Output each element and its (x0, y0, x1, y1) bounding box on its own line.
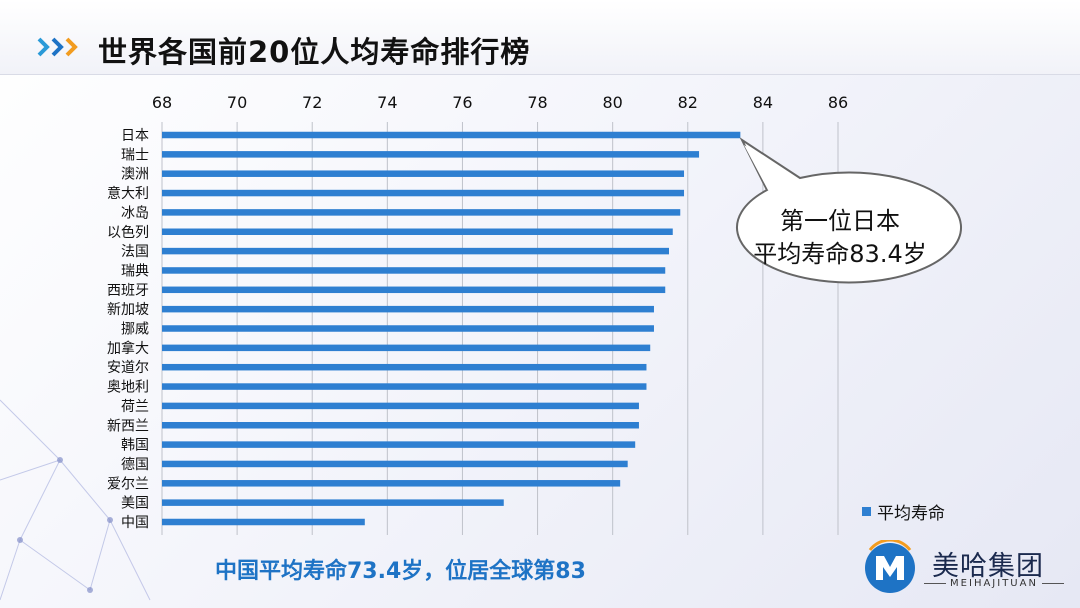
category-label: 澳洲 (121, 167, 149, 183)
x-tick-label: 68 (152, 93, 172, 112)
bar (162, 247, 669, 255)
category-label: 奥地利 (107, 379, 149, 396)
bar (162, 189, 685, 197)
x-tick-label: 72 (302, 93, 322, 112)
category-label: 意大利 (107, 185, 149, 202)
category-label: 中国 (121, 515, 149, 531)
bar (162, 151, 700, 158)
brand-name-cn: 美哈集团 (932, 551, 1044, 582)
bar (162, 422, 639, 429)
legend-swatch (862, 507, 871, 516)
x-tick-label: 80 (602, 93, 622, 112)
page-title: 世界各国前20位人均寿命排行榜 (98, 35, 531, 69)
category-label: 瑞士 (121, 147, 149, 163)
brand-logo: 美哈集团 MEIHAJITUAN (862, 540, 1072, 600)
brand-rule-left (924, 583, 947, 584)
bar (162, 402, 639, 410)
category-label: 瑞典 (121, 263, 149, 279)
bar (162, 363, 647, 371)
x-tick-label: 76 (452, 93, 472, 112)
category-label: 西班牙 (107, 283, 149, 299)
bar (162, 228, 673, 235)
bar (162, 305, 654, 313)
callout-bubble (736, 137, 963, 284)
bar (162, 441, 636, 448)
x-tick-label: 70 (227, 93, 247, 112)
category-label: 冰岛 (121, 205, 149, 221)
x-tick-label: 84 (753, 93, 773, 112)
category-label: 爱尔兰 (107, 476, 149, 492)
title-divider (0, 74, 1080, 75)
bar (162, 499, 504, 506)
category-label: 新加坡 (107, 302, 149, 318)
bar (162, 518, 365, 526)
title-bar (0, 0, 1080, 75)
category-label: 美国 (121, 496, 149, 512)
bar (162, 383, 647, 390)
callout-line1: 第一位日本 (780, 207, 900, 235)
x-tick-label: 86 (828, 93, 848, 112)
category-label: 荷兰 (121, 399, 149, 415)
bar (162, 344, 651, 352)
x-tick-label: 74 (377, 93, 397, 112)
bar (162, 460, 628, 468)
brand-name-en-row: MEIHAJITUAN (924, 578, 1064, 589)
bar (162, 131, 741, 139)
category-label: 挪威 (121, 322, 149, 338)
category-label: 德国 (121, 457, 149, 473)
category-label: 日本 (121, 128, 149, 144)
x-tick-label: 82 (678, 93, 698, 112)
bar (162, 170, 685, 177)
bar (162, 286, 666, 294)
mh-logo-icon (865, 540, 915, 593)
brand-name-en: MEIHAJITUAN (950, 578, 1038, 589)
category-label: 以色列 (107, 224, 149, 241)
legend-label: 平均寿命 (877, 504, 945, 524)
footer-note: 中国平均寿命73.4岁，位居全球第83 (215, 559, 586, 584)
bar (162, 209, 681, 216)
double-chevron-right-icon (37, 37, 78, 57)
category-label: 新西兰 (107, 418, 149, 434)
category-label: 韩国 (121, 438, 149, 454)
category-label: 法国 (121, 244, 149, 260)
callout-line2: 平均寿命83.4岁 (753, 240, 927, 268)
bar (162, 267, 666, 274)
bar (162, 480, 621, 487)
bar (162, 325, 654, 332)
category-label: 加拿大 (107, 340, 149, 357)
callout-text: 第一位日本 平均寿命83.4岁 (740, 205, 940, 271)
brand-rule-right (1041, 583, 1064, 584)
x-tick-label: 78 (527, 93, 547, 112)
category-label: 安道尔 (107, 360, 149, 376)
chart-legend: 平均寿命 (862, 499, 945, 524)
